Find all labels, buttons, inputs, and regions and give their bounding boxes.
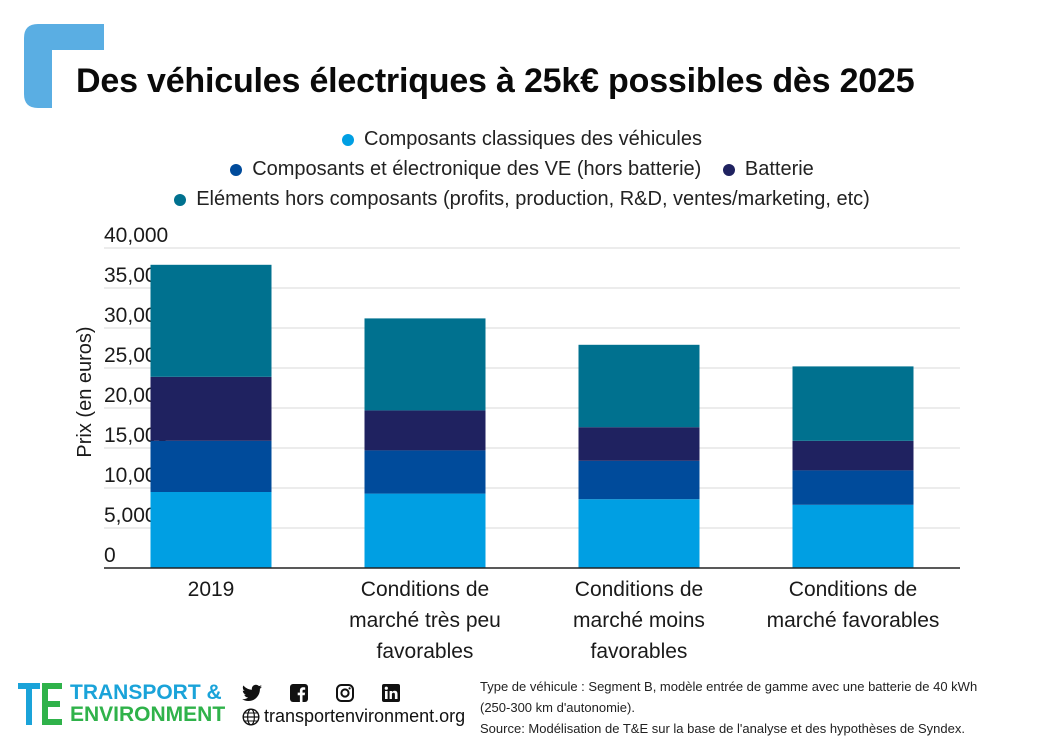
y-axis-label: Prix (en euros) (74, 326, 96, 457)
chart-title: Des véhicules électriques à 25k€ possibl… (76, 62, 915, 100)
x-tick-label: favorables (591, 640, 688, 663)
bar-segment-series0-cat0 (150, 492, 272, 568)
bar-segment-series1-cat3 (792, 470, 914, 505)
y-tick-label: 5,000 (104, 504, 157, 527)
legend-label-non-components: Eléments hors composants (profits, produ… (196, 188, 870, 210)
x-tick-label: Conditions de (575, 578, 703, 601)
note-vehicle: Type de véhicule : Segment B, modèle ent… (480, 679, 978, 694)
legend-label-classic: Composants classiques des véhicules (364, 128, 702, 150)
linkedin-icon[interactable] (382, 684, 400, 707)
website-link[interactable]: transportenvironment.org (242, 706, 465, 727)
bar-segment-series3-cat3 (792, 366, 914, 441)
x-tick-label: favorables (377, 640, 474, 663)
legend-label-ev-components: Composants et électronique des VE (hors … (252, 158, 702, 180)
bar-segment-series2-cat3 (792, 440, 914, 471)
x-tick-label: marché moins (573, 609, 705, 632)
bar-segment-series0-cat1 (364, 493, 486, 568)
bar-segment-series1-cat1 (364, 450, 486, 494)
legend-swatch-classic (342, 133, 355, 146)
brand-corner-mark (24, 24, 104, 108)
legend-row-3: Eléments hors composants (profits, produ… (0, 188, 1044, 212)
bar-segment-series1-cat2 (578, 460, 700, 500)
website-text: transportenvironment.org (264, 706, 466, 726)
stacked-bar-chart: 05,00010,00015,00020,00025,00030,00035,0… (74, 224, 960, 663)
globe-icon (242, 707, 260, 726)
bar-segment-series3-cat2 (578, 344, 700, 428)
facebook-icon[interactable] (290, 684, 308, 707)
bar-segment-series0-cat3 (792, 504, 914, 568)
te-logo-icon (18, 683, 62, 725)
legend-row-2: Composants et électronique des VE (hors … (0, 158, 1044, 182)
bar-segment-series3-cat0 (150, 264, 272, 377)
footnotes: Type de véhicule : Segment B, modèle ent… (480, 676, 1040, 739)
legend-swatch-battery (722, 163, 735, 176)
bar-segment-series2-cat2 (578, 427, 700, 461)
te-logo-line1: TRANSPORT & (70, 681, 222, 704)
legend-swatch-non-components (174, 193, 187, 206)
note-range: (250-300 km d'autonomie). (480, 700, 635, 715)
bar-segment-series2-cat0 (150, 376, 272, 441)
legend-item-non-components: Eléments hors composants (profits, produ… (174, 188, 870, 211)
bar-segment-series2-cat1 (364, 410, 486, 451)
y-tick-label: 40,000 (104, 224, 168, 247)
social-links (242, 684, 428, 707)
te-logo-line2: ENVIRONMENT (70, 703, 226, 726)
legend-swatch-ev-components (230, 163, 243, 176)
bar-segment-series0-cat2 (578, 499, 700, 568)
x-tick-label: Conditions de (361, 578, 489, 601)
legend-item-classic: Composants classiques des véhicules (342, 128, 702, 151)
legend-item-battery: Batterie (722, 158, 814, 181)
x-tick-label: marché favorables (767, 609, 940, 632)
legend-label-battery: Batterie (744, 158, 814, 180)
instagram-icon[interactable] (336, 684, 354, 707)
bar-segment-series3-cat1 (364, 318, 486, 411)
twitter-icon[interactable] (242, 684, 262, 707)
bar-segment-series1-cat0 (150, 440, 272, 492)
y-tick-label: 0 (104, 544, 116, 567)
legend-item-ev-components: Composants et électronique des VE (hors … (230, 158, 701, 181)
te-logo: TRANSPORT & ENVIRONMENT (18, 682, 225, 726)
x-tick-label: Conditions de (789, 578, 917, 601)
legend-row-1: Composants classiques des véhicules (0, 128, 1044, 152)
x-tick-label: 2019 (188, 578, 235, 601)
note-source: Source: Modélisation de T&E sur la base … (480, 721, 965, 736)
x-tick-label: marché très peu (349, 609, 501, 632)
